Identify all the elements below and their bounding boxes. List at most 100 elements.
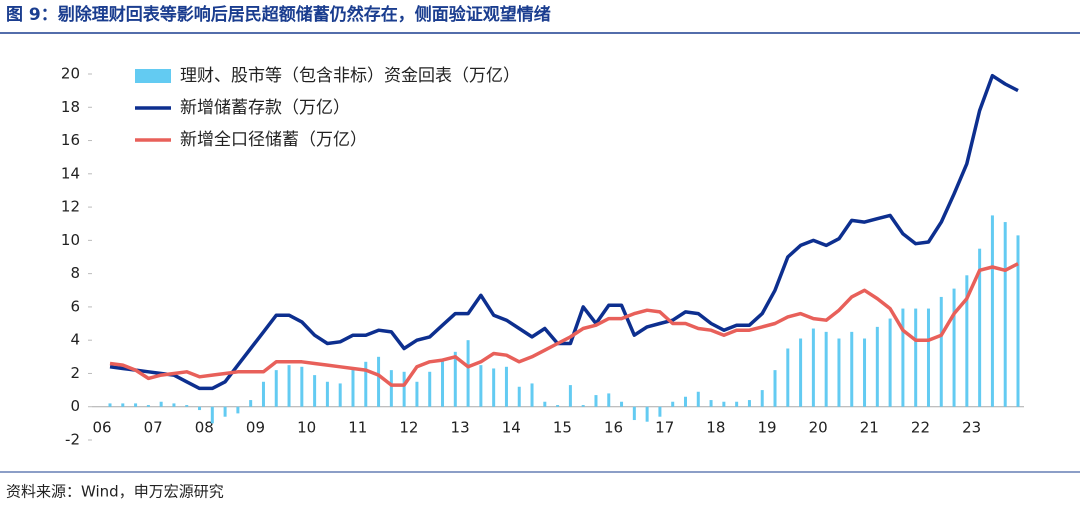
bar [415,381,419,407]
bar [671,401,675,407]
legend-label: 理财、股市等（包含非标）资金回表（万亿） [180,66,520,86]
bar [185,405,189,407]
bar [607,393,611,407]
bar [914,308,918,407]
bar [594,395,598,407]
y-tick-label: 10 [61,231,80,249]
bar [108,403,112,407]
x-tick-label: 13 [451,419,470,437]
x-tick-label: 22 [911,419,930,437]
bar [236,406,240,414]
bar [568,385,572,407]
bar [402,371,406,407]
bar [799,338,803,407]
bar [325,381,329,407]
x-tick-label: 10 [297,419,316,437]
bar [620,401,624,407]
bar [364,361,368,407]
bar [517,386,521,407]
y-tick-label: 0 [70,397,80,415]
y-tick-label: 12 [61,198,80,216]
bar [773,370,777,407]
bar [735,401,739,407]
bar [747,400,751,407]
bar [453,351,457,407]
bar [466,340,470,407]
bar [939,296,943,407]
bar [901,308,905,407]
y-tick-label: 8 [70,264,80,282]
bar [504,366,508,407]
y-tick-label: 18 [61,98,80,116]
bar [926,308,930,407]
x-tick-label: 11 [348,419,367,437]
bar [696,391,700,407]
bar [530,383,534,407]
x-tick-label: 23 [962,419,981,437]
bar [261,381,265,407]
bar [632,406,636,421]
y-tick-label: 4 [70,331,80,349]
bar [888,318,892,407]
x-tick-label: 17 [655,419,674,437]
bar [786,348,790,407]
bar [389,370,393,407]
bar [313,375,317,407]
x-tick-label: 21 [860,419,879,437]
bar [428,371,432,407]
bar [722,401,726,407]
bar [965,275,969,407]
x-tick-label: 19 [757,419,776,437]
bar [850,331,854,407]
bar [1016,235,1020,407]
bar [811,328,815,407]
y-tick-label: 20 [61,65,80,83]
x-tick-label: 12 [399,419,418,437]
y-tick-label: -2 [65,431,80,449]
x-tick-label: 16 [604,419,623,437]
legend-label: 新增储蓄存款（万亿） [180,98,350,118]
bar [645,406,649,422]
bar [709,400,713,407]
y-tick-label: 2 [70,364,80,382]
bar [683,396,687,407]
legend-label: 新增全口径储蓄（万亿） [180,130,367,150]
bar [543,401,547,407]
bar [492,368,496,407]
x-tick-label: 09 [246,419,265,437]
x-tick-label: 20 [809,419,828,437]
bar [556,405,560,407]
x-tick-label: 18 [706,419,725,437]
bar [824,331,828,407]
bar [658,406,662,417]
bar [198,406,202,411]
legend-swatch [135,69,171,83]
bar [146,405,150,407]
bar [172,403,176,407]
x-tick-label: 15 [553,419,572,437]
bar [134,403,138,407]
bar [760,390,764,407]
bar [952,288,956,407]
bar [338,383,342,407]
bar [581,405,585,407]
chart-title: 图 9：剔除理财回表等影响后居民超额储蓄仍然存在，侧面验证观望情绪 [6,4,551,25]
bar [377,356,381,407]
bar [210,406,214,424]
bar [274,370,278,407]
bar [351,368,355,407]
bar [1003,222,1007,407]
x-tick-label: 06 [92,419,111,437]
bar [441,360,445,407]
x-tick-label: 14 [502,419,521,437]
source: 资料来源：Wind，申万宏源研究 [6,483,224,501]
x-tick-label: 07 [144,419,163,437]
bar [287,365,291,407]
bar [990,215,994,407]
bar [223,406,227,417]
y-tick-label: 6 [70,297,80,315]
bar [121,403,125,407]
bar [159,401,163,407]
bar [249,400,253,407]
